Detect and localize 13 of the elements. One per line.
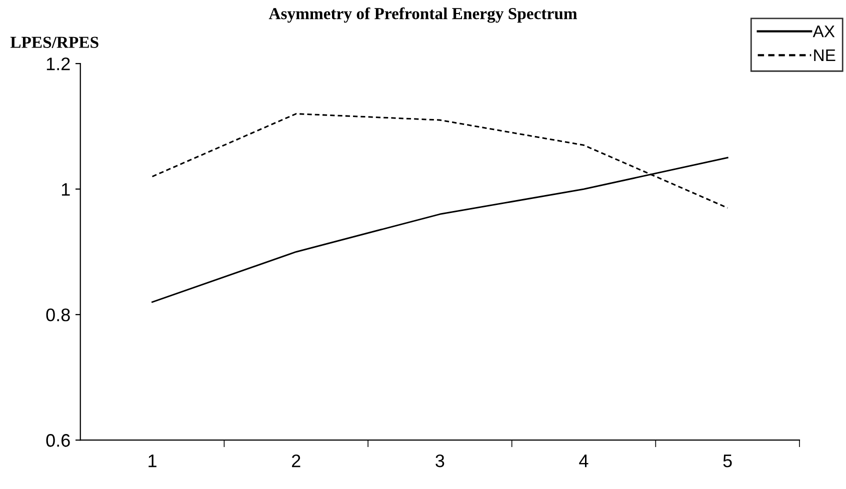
y-tick-label: 0.6 bbox=[46, 434, 70, 447]
legend-label: AX bbox=[812, 26, 835, 38]
y-tick-label: 0.8 bbox=[46, 308, 70, 322]
x-tick-label: 5 bbox=[723, 454, 732, 468]
y-tick-label: 1 bbox=[62, 183, 70, 196]
x-tick-label: 3 bbox=[436, 454, 444, 468]
y-axis-title: LPES/RPES bbox=[10, 36, 98, 48]
legend-label: NE bbox=[814, 50, 836, 61]
x-tick-label: 2 bbox=[292, 454, 300, 468]
x-tick-label: 4 bbox=[579, 454, 588, 468]
y-tick-label: 1.2 bbox=[46, 58, 70, 70]
x-tick-label: 1 bbox=[148, 454, 156, 468]
chart-title: Asymmetry of Prefrontal Energy Spectrum bbox=[268, 7, 578, 23]
